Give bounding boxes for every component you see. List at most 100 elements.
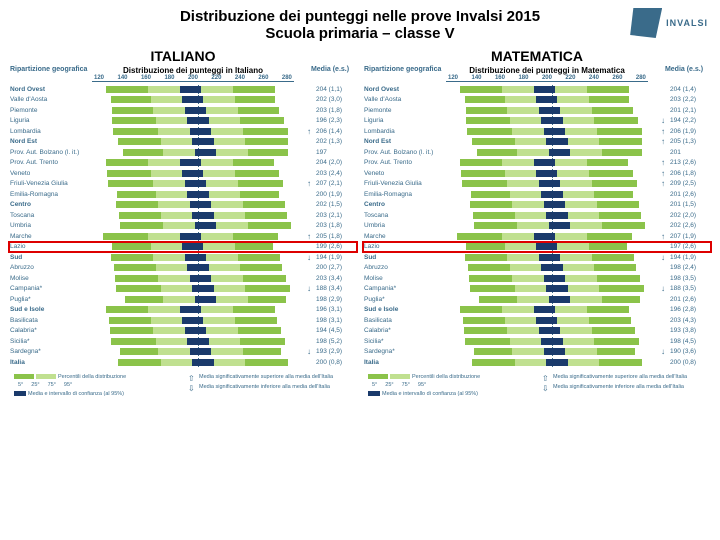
- media-value: 200 (2,7): [314, 264, 356, 271]
- region-row: Campania* ↓ 188 (3,5): [364, 284, 710, 295]
- media-value: 201: [668, 149, 710, 156]
- media-value: 207 (2,1): [314, 180, 356, 187]
- media-value: 198 (3,1): [314, 317, 356, 324]
- region-label: Abruzzo: [10, 264, 92, 271]
- region-row: Italia 200 (0,8): [364, 357, 710, 368]
- distribution-bar: [446, 337, 658, 346]
- significance-arrow: ↓: [658, 347, 668, 356]
- region-label: Veneto: [10, 170, 92, 177]
- region-row: Calabria* 193 (3,8): [364, 326, 710, 337]
- distribution-bar: [92, 305, 304, 314]
- region-label: Sud: [10, 254, 92, 261]
- distribution-bar: [446, 263, 658, 272]
- distribution-bar: [92, 85, 304, 94]
- region-label: Centro: [10, 201, 92, 208]
- distribution-bar: [92, 211, 304, 220]
- x-axis: 120140160180200220240260280: [92, 75, 294, 82]
- region-label: Puglia*: [364, 296, 446, 303]
- distribution-bar: [446, 127, 658, 136]
- panel-matematica: MATEMATICA Ripartizione geografica Distr…: [364, 48, 710, 399]
- significance-arrow: ↑: [658, 169, 668, 178]
- region-row: Valle d'Aosta 203 (2,2): [364, 95, 710, 106]
- region-row: Piemonte 203 (1,8): [10, 105, 356, 116]
- significance-arrow: ↑: [658, 137, 668, 146]
- media-value: 197 (2,6): [668, 243, 710, 250]
- region-row: Italia 200 (0,8): [10, 357, 356, 368]
- region-label: Emilia-Romagna: [10, 191, 92, 198]
- region-label: Valle d'Aosta: [10, 96, 92, 103]
- media-value: 205 (1,3): [668, 138, 710, 145]
- distribution-bar: [446, 221, 658, 230]
- distribution-bar: [446, 190, 658, 199]
- region-label: Umbria: [364, 222, 446, 229]
- region-row: Abruzzo 200 (2,7): [10, 263, 356, 274]
- region-label: Prov. Aut. Bolzano (l. it.): [10, 149, 92, 156]
- distribution-bar: [446, 305, 658, 314]
- region-row: Friuli-Venezia Giulia ↑ 207 (2,1): [10, 179, 356, 190]
- region-row: Molise 198 (3,5): [364, 273, 710, 284]
- distribution-bar: [446, 116, 658, 125]
- rows-container: Nord Ovest 204 (1,1) Valle d'Aosta 202 (…: [10, 84, 356, 368]
- region-label: Valle d'Aosta: [364, 96, 446, 103]
- significance-arrow: ↑: [658, 127, 668, 136]
- media-value: 206 (1,9): [668, 128, 710, 135]
- chart-title-label: Distribuzione dei punteggi in Matematica…: [446, 66, 648, 84]
- region-row: Lazio 199 (2,6): [10, 242, 356, 253]
- distribution-bar: [446, 137, 658, 146]
- distribution-bar: [92, 190, 304, 199]
- distribution-bar: [92, 221, 304, 230]
- distribution-bar: [92, 232, 304, 241]
- media-value: 204 (1,1): [314, 86, 356, 93]
- region-row: Basilicata 198 (3,1): [10, 315, 356, 326]
- distribution-bar: [92, 179, 304, 188]
- distribution-bar: [92, 127, 304, 136]
- distribution-bar: [446, 326, 658, 335]
- region-label: Sud e Isole: [10, 306, 92, 313]
- region-row: Sud ↓ 194 (1,9): [364, 252, 710, 263]
- media-value: 188 (3,4): [314, 285, 356, 292]
- legend-percentiles: Percentili della distribuzione 5°25°75°9…: [368, 374, 532, 399]
- subtitle: Scuola primaria – classe V: [0, 25, 720, 42]
- region-label: Sardegna*: [364, 348, 446, 355]
- region-label: Piemonte: [364, 107, 446, 114]
- region-row: Nord Ovest 204 (1,1): [10, 84, 356, 95]
- region-row: Nord Est ↑ 205 (1,3): [364, 137, 710, 148]
- distribution-bar: [92, 95, 304, 104]
- media-value: 207 (1,9): [668, 233, 710, 240]
- rows-container: Nord Ovest 204 (1,4) Valle d'Aosta 203 (…: [364, 84, 710, 368]
- media-value: 203 (3,4): [314, 275, 356, 282]
- significance-arrow: ↓: [658, 253, 668, 262]
- region-row: Umbria 202 (2,6): [364, 221, 710, 232]
- region-row: Prov. Aut. Bolzano (l. it.) 197: [10, 147, 356, 158]
- distribution-bar: [92, 200, 304, 209]
- media-value: 197: [314, 149, 356, 156]
- region-label: Friuli-Venezia Giulia: [10, 180, 92, 187]
- significance-arrow: ↑: [658, 179, 668, 188]
- region-label: Basilicata: [10, 317, 92, 324]
- region-row: Emilia-Romagna 201 (2,6): [364, 189, 710, 200]
- region-label: Molise: [364, 275, 446, 282]
- region-row: Lombardia ↑ 206 (1,4): [10, 126, 356, 137]
- media-value: 196 (2,3): [314, 117, 356, 124]
- region-label: Abruzzo: [364, 264, 446, 271]
- region-label: Sud: [364, 254, 446, 261]
- region-label: Sicilia*: [10, 338, 92, 345]
- col-geo-label: Ripartizione geografica: [10, 66, 92, 84]
- region-row: Centro 201 (1,5): [364, 200, 710, 211]
- media-value: 206 (1,4): [314, 128, 356, 135]
- region-label: Prov. Aut. Bolzano (l. it.): [364, 149, 446, 156]
- distribution-bar: [92, 295, 304, 304]
- media-value: 193 (2,9): [314, 348, 356, 355]
- media-value: 205 (1,8): [314, 233, 356, 240]
- media-value: 200 (1,9): [314, 191, 356, 198]
- distribution-bar: [92, 347, 304, 356]
- distribution-bar: [92, 274, 304, 283]
- media-value: 199 (2,6): [314, 243, 356, 250]
- region-label: Calabria*: [10, 327, 92, 334]
- logo-icon: [630, 8, 662, 38]
- distribution-bar: [446, 95, 658, 104]
- distribution-bar: [446, 347, 658, 356]
- region-row: Marche ↑ 205 (1,8): [10, 231, 356, 242]
- legend-percentiles: Percentili della distribuzione 5°25°75°9…: [14, 374, 178, 399]
- media-value: 201 (1,5): [668, 201, 710, 208]
